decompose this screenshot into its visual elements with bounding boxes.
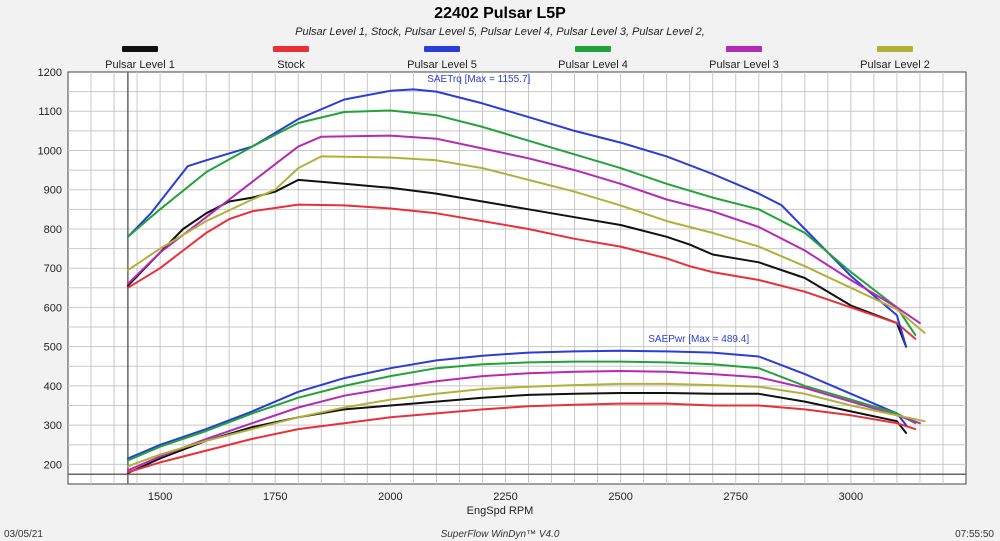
y-tick-label: 900 [44,185,62,197]
y-tick-label: 200 [44,459,62,471]
y-tick-label: 600 [44,302,62,314]
max-annotation: SAEPwr [Max = 489.4] [648,334,749,345]
legend-label: Pulsar Level 2 [860,59,930,71]
x-tick-label: 1500 [148,491,172,503]
legend-swatch [424,46,460,52]
series-lines [126,88,926,474]
legend-label: Pulsar Level 5 [407,59,477,71]
x-tick-label: 2000 [378,491,402,503]
legend-label: Pulsar Level 3 [709,59,779,71]
y-tick-label: 1200 [38,67,62,79]
chart-title: 22402 Pulsar L5P [434,5,566,22]
gridlines [68,72,966,484]
series-line-torque [126,109,917,336]
series-line-power [126,392,908,474]
y-tick-label: 800 [44,224,62,236]
series-line-power [126,402,917,474]
legend-swatch [877,46,913,52]
max-annotation: SAETrq [Max = 1155.7] [427,74,530,85]
x-tick-label: 1750 [263,491,287,503]
footer-time: 07:55:50 [955,529,994,540]
series-line-torque [126,155,926,334]
chart-subtitle: Pulsar Level 1, Stock, Pulsar Level 5, P… [295,26,705,38]
y-tick-label: 1100 [38,106,62,118]
legend: Pulsar Level 1 Stock Pulsar Level 5 Pulsar … [105,46,930,71]
series-line-power [126,360,917,462]
footer-software: SuperFlow WinDyn™ V4.0 [441,529,560,540]
legend-swatch [575,46,611,52]
x-tick-label: 2500 [608,491,632,503]
y-tick-label: 1000 [38,145,62,157]
series-line-power [126,349,908,460]
legend-label: Stock [277,59,305,71]
x-axis-label: EngSpd RPM [467,505,534,517]
legend-swatch [726,46,762,52]
tick-labels: 1500 1750 2000 2250 2500 2750 3000 200 300 400 500… [38,67,864,503]
legend-label: Pulsar Level 4 [558,59,628,71]
x-tick-label: 3000 [839,491,863,503]
y-tick-label: 300 [44,420,62,432]
y-tick-label: 700 [44,263,62,275]
footer-date: 03/05/21 [4,529,43,540]
y-tick-label: 400 [44,381,62,393]
plot-area [67,71,967,485]
x-tick-label: 2750 [724,491,748,503]
series-line-power [126,382,926,468]
series-line-torque [126,134,921,325]
y-tick-label: 500 [44,342,62,354]
x-tick-label: 2250 [493,491,517,503]
annotations: SAETrq [Max = 1155.7] SAEPwr [Max = 489.4… [427,74,749,345]
series-line-torque [126,203,917,340]
legend-swatch [122,46,158,52]
legend-swatch [273,46,309,52]
series-line-power [126,370,921,472]
series-line-torque [126,88,908,348]
legend-label: Pulsar Level 1 [105,59,175,71]
